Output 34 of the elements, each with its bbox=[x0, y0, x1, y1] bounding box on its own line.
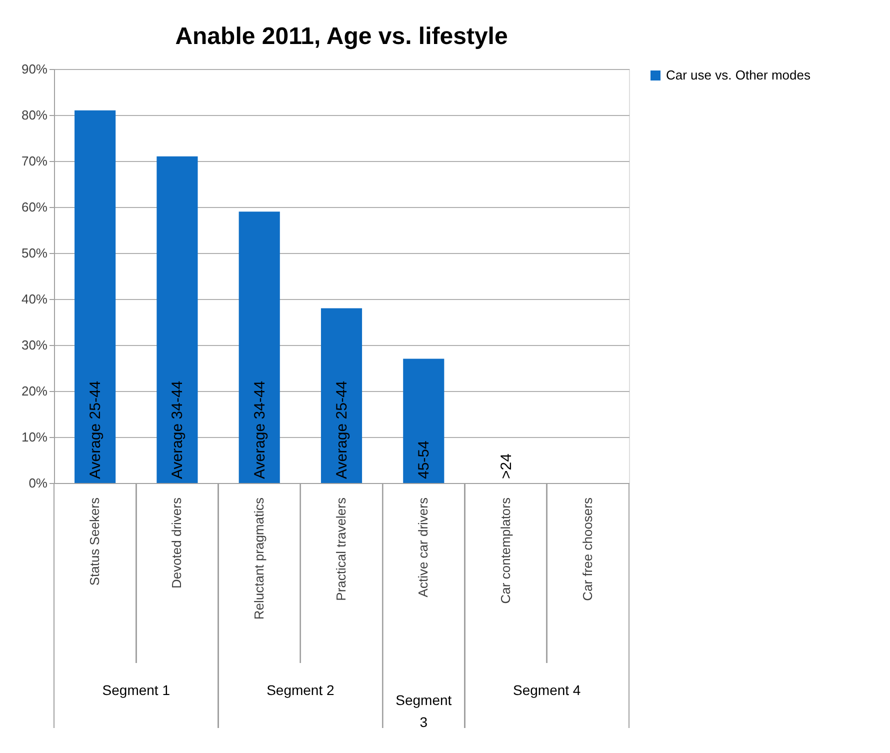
y-tick-label: 50% bbox=[21, 246, 48, 260]
text: Segment 1 bbox=[102, 682, 170, 698]
text: Average 34-44 bbox=[251, 380, 268, 479]
bar bbox=[74, 110, 116, 483]
text: Average 25-44 bbox=[87, 380, 104, 479]
text: Average 34-44 bbox=[169, 380, 186, 479]
y-tick-label: 80% bbox=[21, 108, 48, 122]
x-tick-label: Practical travelers bbox=[334, 497, 348, 601]
y-tick-label: 90% bbox=[21, 62, 48, 76]
bar bbox=[403, 358, 444, 483]
y-tick-label: 40% bbox=[21, 292, 48, 306]
x-tick-label: Status Seekers bbox=[87, 497, 102, 586]
x-tick-label: Active car drivers bbox=[416, 497, 431, 598]
y-tick-label: 20% bbox=[21, 384, 48, 398]
text: Segment 4 bbox=[513, 682, 581, 698]
text: >24 bbox=[498, 454, 515, 479]
text: Segment 2 bbox=[266, 682, 334, 698]
text: Segment 3 bbox=[396, 692, 452, 730]
y-tick-label: 30% bbox=[21, 338, 48, 352]
y-tick-label: 10% bbox=[21, 430, 48, 444]
y-tick-label: 60% bbox=[21, 200, 48, 214]
x-tick-label: Reluctant pragmatics bbox=[251, 497, 266, 620]
y-tick-label: 70% bbox=[21, 154, 48, 168]
x-tick-label: Car free choosers bbox=[580, 497, 595, 601]
chart-title: Anable 2011, Age vs. lifestyle bbox=[175, 23, 508, 50]
x-tick-label: Devoted drivers bbox=[169, 497, 184, 589]
y-tick-label: 0% bbox=[28, 476, 48, 490]
bar bbox=[238, 212, 280, 483]
legend-label: Car use vs. Other modes bbox=[666, 68, 811, 82]
bar bbox=[156, 156, 198, 483]
x-tick-label: Car contemplators bbox=[498, 497, 513, 604]
text: Average 25-44 bbox=[334, 380, 350, 479]
bar bbox=[320, 308, 362, 483]
text: 45-54 bbox=[416, 440, 433, 479]
